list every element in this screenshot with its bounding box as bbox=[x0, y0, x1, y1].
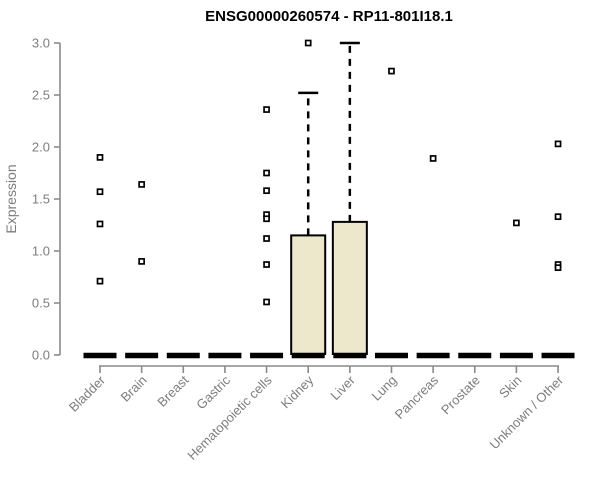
median-bar bbox=[541, 352, 575, 359]
median-bar bbox=[374, 352, 408, 359]
x-tick-label: Liver bbox=[327, 372, 358, 403]
outlier-point bbox=[96, 220, 104, 228]
x-tick-label: Breast bbox=[154, 372, 191, 409]
y-tick-label: 0.0 bbox=[32, 348, 50, 363]
median-bar bbox=[499, 352, 533, 359]
box-iqr bbox=[331, 220, 368, 355]
x-tick-label: Brain bbox=[118, 373, 150, 405]
x-tick-label: Unknown / Other bbox=[487, 372, 567, 452]
y-tick-label: 3.0 bbox=[32, 36, 50, 51]
x-tick-label: Bladder bbox=[66, 372, 109, 415]
outlier-point bbox=[263, 261, 270, 268]
outlier-point bbox=[554, 264, 562, 271]
chart-title: ENSG00000260574 - RP11-801I18.1 bbox=[205, 8, 453, 25]
y-tick-label: 1.5 bbox=[32, 192, 50, 207]
outlier-point bbox=[304, 39, 312, 47]
outlier-point bbox=[513, 219, 520, 227]
median-bar bbox=[333, 352, 367, 359]
outlier-point bbox=[263, 187, 270, 195]
outlier-point bbox=[138, 181, 145, 188]
median-bar bbox=[83, 352, 117, 359]
x-tick-label: Kidney bbox=[278, 372, 317, 411]
median-bar bbox=[166, 352, 200, 359]
x-tick-label: Pancreas bbox=[392, 372, 442, 422]
outlier-point bbox=[96, 277, 104, 285]
outlier-point bbox=[263, 169, 270, 177]
y-tick-label: 0.5 bbox=[32, 296, 50, 311]
outlier-point bbox=[554, 140, 562, 148]
outlier-point bbox=[263, 215, 270, 223]
x-tick-label: Prostate bbox=[438, 373, 483, 418]
box-iqr bbox=[290, 234, 327, 355]
median-bar bbox=[458, 352, 492, 359]
median-bar bbox=[125, 352, 159, 359]
y-tick-label: 1.0 bbox=[32, 244, 50, 259]
x-tick-label: Skin bbox=[496, 373, 524, 401]
median-bar bbox=[208, 352, 242, 359]
x-tick-label: Gastric bbox=[193, 372, 233, 412]
outlier-point bbox=[388, 67, 395, 75]
y-tick-label: 2.5 bbox=[32, 88, 50, 103]
outlier-point bbox=[554, 213, 562, 221]
median-bar bbox=[291, 352, 325, 359]
y-axis-label: Expression bbox=[3, 164, 19, 233]
outlier-point bbox=[138, 258, 145, 265]
outlier-point bbox=[429, 155, 437, 162]
median-bar bbox=[250, 352, 284, 359]
outlier-point bbox=[96, 154, 104, 161]
y-tick-label: 2.0 bbox=[32, 140, 50, 155]
outlier-point bbox=[263, 106, 270, 113]
outlier-point bbox=[263, 235, 270, 242]
median-bar bbox=[416, 352, 450, 359]
plot-area bbox=[83, 39, 575, 359]
outlier-point bbox=[96, 188, 104, 196]
x-tick-label: Lung bbox=[369, 373, 400, 404]
outlier-point bbox=[263, 298, 270, 306]
